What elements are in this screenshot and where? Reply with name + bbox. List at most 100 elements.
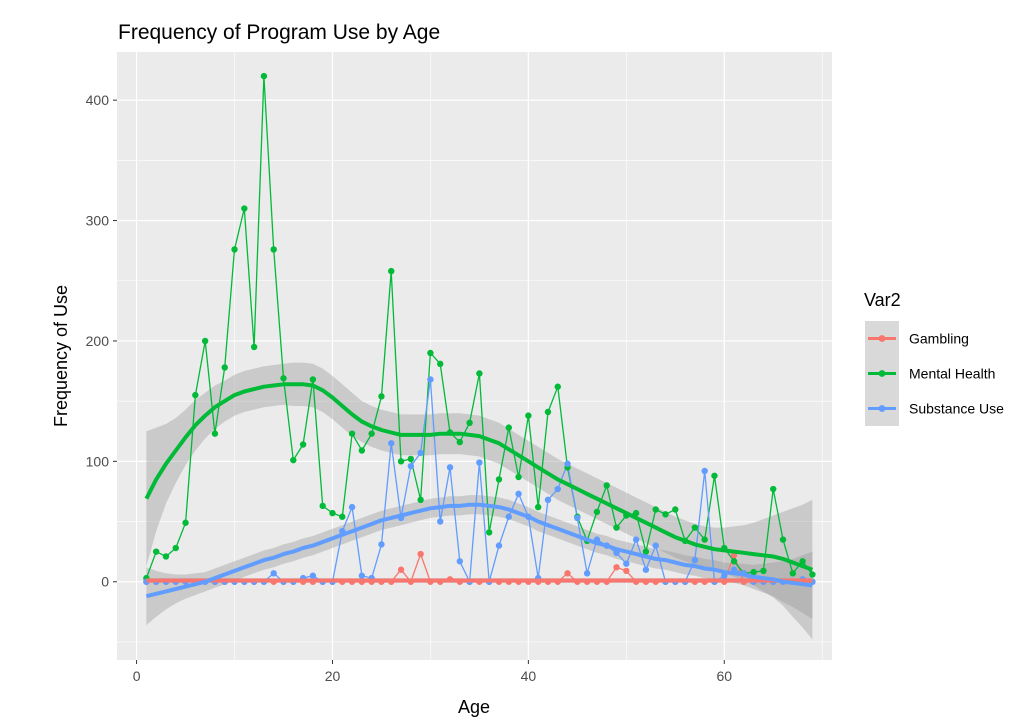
mental-health-smooth-line — [144, 382, 814, 572]
mental-health-point — [525, 412, 532, 419]
legend-label-mental-health: Mental Health — [909, 366, 995, 382]
substance-use-point — [623, 560, 630, 567]
mental-health-point — [358, 447, 366, 454]
mental-health-point — [162, 553, 170, 560]
substance-use-point — [574, 514, 581, 522]
y-axis-title: Frequency of Use — [51, 285, 71, 427]
smooth-lines — [144, 382, 814, 599]
chart-title: Frequency of Program Use by Age — [118, 21, 440, 44]
y-tick-label: 0 — [101, 574, 109, 590]
x-tick-label: 40 — [521, 668, 537, 684]
mental-health-point — [730, 558, 738, 565]
substance-use-point — [564, 460, 571, 467]
mental-health-point — [642, 548, 650, 555]
mental-health-point — [260, 72, 268, 80]
mental-health-point — [662, 511, 669, 518]
y-tick-label: 400 — [86, 92, 110, 108]
mental-health-point — [456, 438, 464, 446]
mental-health-point — [182, 519, 189, 526]
legend-key-point — [878, 335, 886, 342]
gambling-point — [564, 570, 571, 577]
substance-use-point — [270, 570, 277, 577]
mental-health-point — [427, 349, 434, 357]
y-tick-label: 200 — [86, 333, 110, 349]
legend-title: Var2 — [864, 290, 901, 310]
legend-key-point — [878, 405, 886, 412]
legend-key-substance-use — [865, 391, 899, 426]
substance-use-point — [348, 503, 356, 511]
mental-health-point — [378, 393, 385, 400]
mental-health-point — [652, 506, 659, 513]
mental-health-point — [192, 391, 199, 399]
mental-health-point — [388, 267, 395, 275]
mental-health-point — [221, 364, 228, 371]
gambling-point — [397, 566, 405, 573]
mental-health-confidence-band — [146, 362, 813, 640]
mental-health-point — [779, 536, 787, 543]
mental-health-point — [466, 419, 473, 427]
mental-health-point — [231, 246, 238, 253]
x-axis-title: Age — [458, 697, 490, 717]
mental-health-point — [809, 571, 816, 578]
mental-health-point — [339, 513, 346, 520]
substance-use-point — [652, 542, 659, 549]
substance-use-point — [554, 485, 561, 493]
mental-health-point — [476, 370, 483, 377]
x-tick-label: 20 — [325, 668, 341, 684]
substance-use-point — [515, 490, 522, 498]
mental-health-point — [632, 509, 640, 517]
legend-key-gambling — [865, 321, 899, 356]
mental-health-point — [799, 558, 806, 565]
gambling-point — [613, 564, 620, 571]
mental-health-point — [593, 508, 601, 516]
substance-use-point — [427, 376, 434, 383]
mental-health-point — [201, 337, 209, 345]
mental-health-point — [544, 408, 552, 416]
substance-use-point — [309, 572, 317, 579]
substance-use-point — [701, 467, 708, 475]
mental-health-point — [417, 496, 424, 504]
mental-health-point — [280, 375, 287, 382]
substance-use-point — [642, 566, 650, 573]
mental-health-point — [613, 524, 620, 531]
legend: Var2 Gambling Mental Health Substance Use — [864, 290, 1004, 426]
mental-health-point — [270, 246, 277, 253]
substance-use-point — [358, 572, 366, 579]
mental-health-point — [672, 506, 679, 513]
mental-health-point — [250, 343, 258, 351]
substance-use-point — [632, 536, 640, 543]
mental-health-point — [505, 424, 512, 431]
substance-use-confidence-band — [146, 495, 813, 626]
mental-health-point — [241, 205, 248, 212]
mental-health-point — [554, 383, 561, 390]
y-tick-label: 300 — [86, 213, 110, 229]
substance-use-point — [437, 518, 444, 525]
x-axis: 0 20 40 60 — [133, 660, 732, 684]
mental-health-point — [691, 524, 699, 531]
mental-health-point — [437, 360, 444, 368]
mental-health-point — [495, 476, 503, 483]
substance-use-point — [417, 449, 424, 457]
legend-key-mental-health — [865, 356, 899, 391]
x-tick-label: 0 — [133, 668, 141, 684]
substance-use-smooth-line — [145, 502, 813, 599]
substance-use-point — [505, 513, 512, 520]
mental-health-point — [172, 544, 179, 552]
x-tick-label: 60 — [716, 668, 732, 684]
gambling-point — [417, 550, 424, 558]
mental-health-point — [701, 536, 708, 543]
substance-use-point — [456, 558, 464, 565]
mental-health-point — [211, 430, 219, 437]
substance-use-point — [407, 462, 415, 470]
substance-use-point — [495, 542, 503, 549]
mental-health-point — [397, 458, 405, 465]
mental-health-point — [329, 509, 336, 517]
substance-use-point — [446, 464, 454, 471]
substance-use-point — [691, 556, 699, 564]
mental-health-point — [760, 567, 767, 575]
mental-health-point — [309, 376, 317, 383]
mental-health-point — [319, 502, 326, 510]
legend-label-gambling: Gambling — [909, 331, 969, 347]
y-axis: 0 100 200 300 400 — [86, 92, 117, 590]
mental-health-point — [515, 473, 522, 481]
